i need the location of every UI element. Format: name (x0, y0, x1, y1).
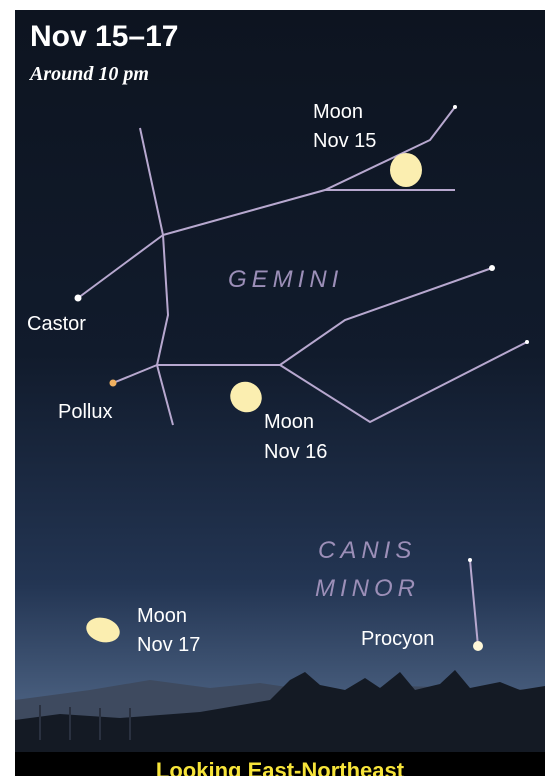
star (468, 558, 472, 562)
constellation-label: MINOR (315, 575, 420, 602)
moon-label: Nov 16 (264, 441, 327, 463)
subtitle: Around 10 pm (28, 63, 149, 85)
constellation-label: GEMINI (228, 266, 343, 293)
star-label: Pollux (58, 401, 112, 423)
moon-label: Nov 17 (137, 634, 200, 656)
constellation-label: CANIS (318, 537, 416, 564)
moon-label: Moon (313, 101, 363, 123)
star (110, 380, 117, 387)
star-label: Procyon (361, 628, 434, 650)
sky (15, 10, 545, 776)
moon-label: Nov 15 (313, 130, 376, 152)
title: Nov 15–17 (30, 20, 178, 53)
sky-chart: Nov 15–17 Around 10 pm Moon Nov 15 Moon … (0, 0, 552, 776)
star (453, 105, 457, 109)
moon (390, 153, 422, 187)
moon-label: Moon (137, 605, 187, 627)
footer: Looking East-Northeast (156, 758, 405, 776)
star-label: Castor (27, 313, 86, 335)
star (525, 340, 529, 344)
star (75, 295, 82, 302)
moon-label: Moon (264, 411, 314, 433)
star (489, 265, 495, 271)
star (473, 641, 483, 651)
